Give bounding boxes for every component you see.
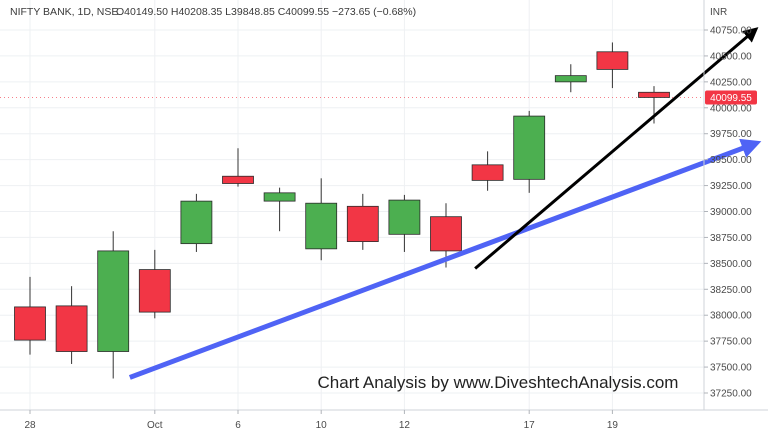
- y-tick-label: 40750.00: [710, 26, 752, 37]
- x-tick-label: 12: [399, 420, 411, 431]
- candle[interactable]: [14, 276, 46, 355]
- last-price-badge: 40099.55: [705, 90, 757, 105]
- candle[interactable]: [222, 148, 254, 187]
- y-tick-label: 40500.00: [710, 51, 752, 62]
- candle[interactable]: [346, 193, 379, 250]
- candle-body: [346, 205, 379, 242]
- y-tick-label: 38750.00: [710, 233, 752, 244]
- candle-body: [305, 202, 338, 250]
- candle-body: [263, 192, 296, 202]
- y-tick-label: 37500.00: [710, 363, 752, 374]
- candle[interactable]: [55, 286, 88, 364]
- y-tick-label: 38500.00: [710, 259, 752, 270]
- y-tick-label: 38000.00: [710, 311, 752, 322]
- x-tick-label: 17: [524, 420, 536, 431]
- y-tick-label: 39500.00: [710, 155, 752, 166]
- x-tick-label: 28: [24, 420, 36, 431]
- x-tick-label: 19: [607, 420, 619, 431]
- ohlc-readout: O40149.50 H40208.35 L39848.85 C40099.55 …: [116, 6, 416, 18]
- y-tick-label: 40000.00: [710, 103, 752, 114]
- y-tick-label: 40250.00: [710, 77, 752, 88]
- trend-lines: [128, 27, 762, 380]
- candle[interactable]: [554, 64, 587, 93]
- candle-body: [513, 115, 546, 180]
- y-tick-label: 39250.00: [710, 181, 752, 192]
- y-tick-label: 37250.00: [710, 389, 752, 400]
- price-axis[interactable]: 37250.00 37500.00 37750.00 38000.00 38250.00…: [704, 26, 752, 400]
- candle-body: [55, 305, 88, 352]
- x-tick-label: 6: [235, 420, 241, 431]
- candle-body: [471, 164, 504, 181]
- candle[interactable]: [388, 194, 421, 252]
- trend-line-breakout[interactable]: [474, 27, 759, 270]
- candle-body: [97, 250, 130, 352]
- candle-body: [14, 306, 46, 341]
- candle[interactable]: [97, 231, 130, 379]
- candle-body: [554, 75, 587, 83]
- symbol-label: NIFTY BANK, 1D, NSE: [10, 6, 118, 18]
- time-axis[interactable]: 28 Oct 6 10 12 17 19: [24, 410, 618, 431]
- candle[interactable]: [471, 151, 504, 191]
- candle-body: [222, 175, 254, 184]
- y-tick-label: 38250.00: [710, 285, 752, 296]
- candle-body: [388, 199, 421, 235]
- candle[interactable]: [596, 42, 629, 89]
- candles: [14, 42, 670, 379]
- x-tick-label: Oct: [147, 420, 163, 431]
- x-tick-label: 10: [316, 420, 328, 431]
- currency-label: INR: [710, 7, 727, 18]
- candle[interactable]: [263, 187, 296, 232]
- y-tick-label: 39000.00: [710, 207, 752, 218]
- candle-body: [596, 51, 629, 70]
- candle-body: [430, 216, 462, 252]
- candle[interactable]: [138, 249, 171, 319]
- candle[interactable]: [513, 110, 546, 193]
- y-tick-label: 37750.00: [710, 337, 752, 348]
- last-price-value: 40099.55: [710, 93, 752, 104]
- candle-body: [180, 200, 213, 245]
- candle[interactable]: [180, 193, 213, 252]
- y-tick-label: 39750.00: [710, 129, 752, 140]
- candle-body: [638, 91, 670, 98]
- candle[interactable]: [305, 178, 338, 261]
- candle-body: [138, 269, 171, 313]
- watermark-text: Chart Analysis by www.DiveshtechAnalysis…: [318, 373, 679, 392]
- trend-line-support[interactable]: [128, 138, 762, 380]
